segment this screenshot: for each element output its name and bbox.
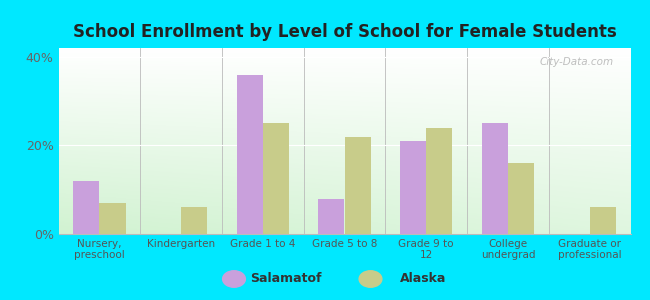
Title: School Enrollment by Level of School for Female Students: School Enrollment by Level of School for… <box>73 23 616 41</box>
Bar <box>482 123 508 234</box>
Text: Alaska: Alaska <box>400 272 446 286</box>
Bar <box>344 136 370 234</box>
Bar <box>508 163 534 234</box>
Bar <box>590 207 616 234</box>
Bar <box>73 181 99 234</box>
Bar <box>181 207 207 234</box>
Bar <box>263 123 289 234</box>
Bar <box>99 203 125 234</box>
Bar <box>400 141 426 234</box>
Text: Salamatof: Salamatof <box>250 272 322 286</box>
Text: City-Data.com: City-Data.com <box>540 57 614 67</box>
Bar <box>318 199 344 234</box>
Bar <box>426 128 452 234</box>
Bar <box>237 75 263 234</box>
